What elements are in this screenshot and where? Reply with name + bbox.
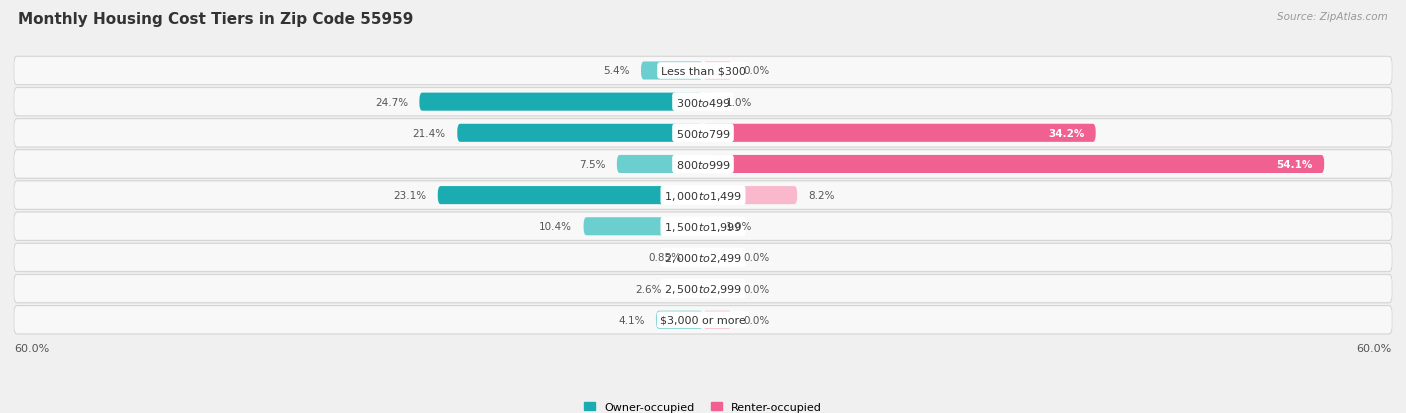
Text: $2,000 to $2,499: $2,000 to $2,499 bbox=[664, 252, 742, 264]
FancyBboxPatch shape bbox=[14, 181, 1392, 210]
Text: 60.0%: 60.0% bbox=[14, 343, 49, 353]
Text: 0.0%: 0.0% bbox=[744, 66, 769, 76]
FancyBboxPatch shape bbox=[14, 89, 1392, 116]
FancyBboxPatch shape bbox=[703, 187, 797, 205]
FancyBboxPatch shape bbox=[14, 275, 1392, 302]
Text: 54.1%: 54.1% bbox=[1277, 159, 1313, 170]
Text: 8.2%: 8.2% bbox=[808, 191, 835, 201]
Text: 4.1%: 4.1% bbox=[619, 315, 644, 325]
FancyBboxPatch shape bbox=[583, 218, 703, 236]
Text: $2,500 to $2,999: $2,500 to $2,999 bbox=[664, 282, 742, 295]
Text: 0.0%: 0.0% bbox=[744, 315, 769, 325]
FancyBboxPatch shape bbox=[14, 120, 1392, 147]
Text: $3,000 or more: $3,000 or more bbox=[661, 315, 745, 325]
Text: 1.0%: 1.0% bbox=[725, 97, 752, 107]
FancyBboxPatch shape bbox=[14, 306, 1392, 333]
FancyBboxPatch shape bbox=[14, 119, 1392, 148]
Text: 7.5%: 7.5% bbox=[579, 159, 606, 170]
Text: 21.4%: 21.4% bbox=[413, 128, 446, 138]
Text: 0.0%: 0.0% bbox=[744, 284, 769, 294]
Text: 5.4%: 5.4% bbox=[603, 66, 630, 76]
FancyBboxPatch shape bbox=[14, 306, 1392, 334]
FancyBboxPatch shape bbox=[14, 57, 1392, 85]
Text: $800 to $999: $800 to $999 bbox=[675, 159, 731, 171]
FancyBboxPatch shape bbox=[14, 88, 1392, 117]
FancyBboxPatch shape bbox=[673, 280, 703, 298]
Text: $500 to $799: $500 to $799 bbox=[675, 128, 731, 140]
FancyBboxPatch shape bbox=[14, 151, 1392, 178]
Text: $300 to $499: $300 to $499 bbox=[675, 96, 731, 108]
FancyBboxPatch shape bbox=[457, 124, 703, 142]
FancyBboxPatch shape bbox=[693, 249, 703, 267]
Text: 0.85%: 0.85% bbox=[648, 253, 682, 263]
FancyBboxPatch shape bbox=[14, 212, 1392, 241]
Text: 34.2%: 34.2% bbox=[1047, 128, 1084, 138]
FancyBboxPatch shape bbox=[703, 249, 731, 267]
FancyBboxPatch shape bbox=[703, 156, 1324, 173]
Text: Monthly Housing Cost Tiers in Zip Code 55959: Monthly Housing Cost Tiers in Zip Code 5… bbox=[18, 12, 413, 27]
FancyBboxPatch shape bbox=[703, 218, 714, 236]
Text: 0.0%: 0.0% bbox=[744, 253, 769, 263]
Text: 2.6%: 2.6% bbox=[636, 284, 662, 294]
FancyBboxPatch shape bbox=[14, 150, 1392, 179]
Text: $1,000 to $1,499: $1,000 to $1,499 bbox=[664, 189, 742, 202]
Text: 1.0%: 1.0% bbox=[725, 222, 752, 232]
FancyBboxPatch shape bbox=[14, 58, 1392, 85]
FancyBboxPatch shape bbox=[641, 62, 703, 81]
Legend: Owner-occupied, Renter-occupied: Owner-occupied, Renter-occupied bbox=[583, 402, 823, 412]
Text: Less than $300: Less than $300 bbox=[661, 66, 745, 76]
FancyBboxPatch shape bbox=[419, 93, 703, 112]
FancyBboxPatch shape bbox=[14, 244, 1392, 271]
Text: $1,500 to $1,999: $1,500 to $1,999 bbox=[664, 220, 742, 233]
FancyBboxPatch shape bbox=[703, 93, 714, 112]
FancyBboxPatch shape bbox=[14, 275, 1392, 303]
Text: 60.0%: 60.0% bbox=[1357, 343, 1392, 353]
FancyBboxPatch shape bbox=[703, 280, 731, 298]
FancyBboxPatch shape bbox=[14, 182, 1392, 209]
FancyBboxPatch shape bbox=[437, 187, 703, 205]
Text: 10.4%: 10.4% bbox=[538, 222, 572, 232]
Text: 24.7%: 24.7% bbox=[375, 97, 408, 107]
Text: Source: ZipAtlas.com: Source: ZipAtlas.com bbox=[1277, 12, 1388, 22]
FancyBboxPatch shape bbox=[617, 156, 703, 173]
FancyBboxPatch shape bbox=[703, 124, 1095, 142]
FancyBboxPatch shape bbox=[14, 214, 1392, 240]
FancyBboxPatch shape bbox=[14, 244, 1392, 272]
FancyBboxPatch shape bbox=[703, 311, 731, 329]
FancyBboxPatch shape bbox=[657, 311, 703, 329]
FancyBboxPatch shape bbox=[703, 62, 731, 81]
Text: 23.1%: 23.1% bbox=[394, 191, 426, 201]
